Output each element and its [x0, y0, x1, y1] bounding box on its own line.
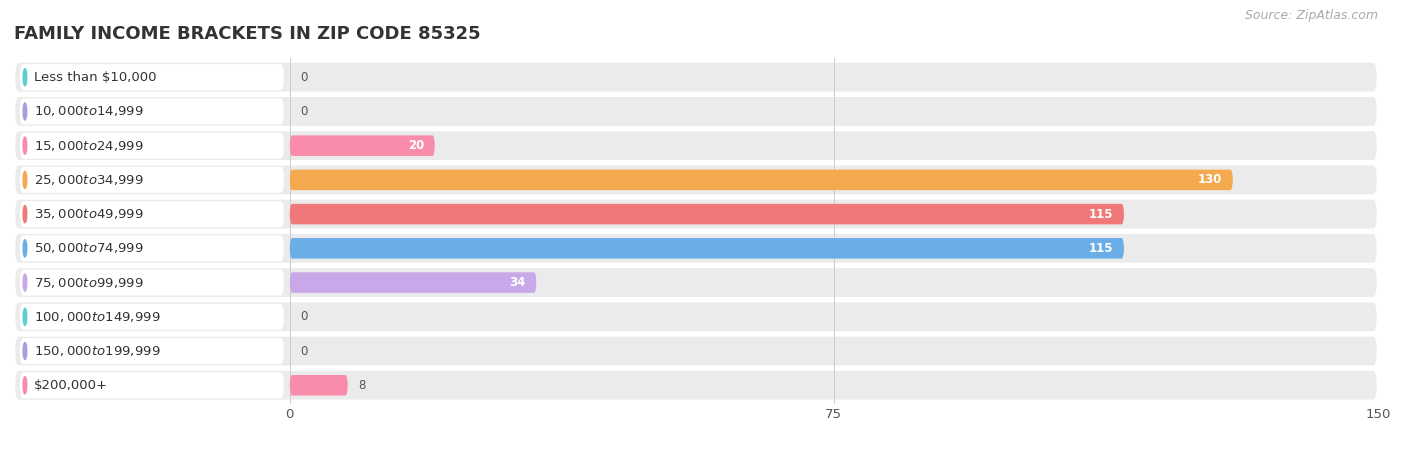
- FancyBboxPatch shape: [290, 272, 536, 293]
- FancyBboxPatch shape: [20, 304, 284, 330]
- FancyBboxPatch shape: [20, 235, 284, 261]
- Circle shape: [22, 103, 27, 120]
- FancyBboxPatch shape: [20, 64, 284, 90]
- FancyBboxPatch shape: [15, 268, 1376, 297]
- Text: $15,000 to $24,999: $15,000 to $24,999: [34, 139, 143, 153]
- FancyBboxPatch shape: [20, 269, 284, 295]
- Circle shape: [22, 240, 27, 257]
- Text: $35,000 to $49,999: $35,000 to $49,999: [34, 207, 143, 221]
- FancyBboxPatch shape: [15, 166, 1376, 194]
- Text: Source: ZipAtlas.com: Source: ZipAtlas.com: [1244, 9, 1378, 22]
- Circle shape: [22, 69, 27, 86]
- FancyBboxPatch shape: [15, 200, 1376, 229]
- Text: 115: 115: [1088, 242, 1114, 255]
- FancyBboxPatch shape: [290, 170, 1233, 190]
- Circle shape: [22, 343, 27, 360]
- Text: 0: 0: [301, 344, 308, 357]
- Circle shape: [22, 172, 27, 189]
- FancyBboxPatch shape: [290, 375, 347, 396]
- FancyBboxPatch shape: [15, 63, 1376, 92]
- Text: 0: 0: [301, 105, 308, 118]
- FancyBboxPatch shape: [15, 371, 1376, 400]
- FancyBboxPatch shape: [20, 372, 284, 398]
- FancyBboxPatch shape: [290, 204, 1123, 224]
- Text: 115: 115: [1088, 207, 1114, 220]
- Text: $200,000+: $200,000+: [34, 379, 108, 392]
- Text: 0: 0: [301, 310, 308, 323]
- Text: 0: 0: [301, 70, 308, 84]
- FancyBboxPatch shape: [20, 132, 284, 158]
- FancyBboxPatch shape: [290, 136, 434, 156]
- Text: 20: 20: [408, 139, 425, 152]
- Text: 34: 34: [509, 276, 526, 289]
- Text: $50,000 to $74,999: $50,000 to $74,999: [34, 242, 143, 255]
- FancyBboxPatch shape: [290, 238, 1123, 259]
- FancyBboxPatch shape: [15, 97, 1376, 126]
- FancyBboxPatch shape: [15, 303, 1376, 331]
- Text: $10,000 to $14,999: $10,000 to $14,999: [34, 105, 143, 119]
- FancyBboxPatch shape: [20, 167, 284, 193]
- Text: 8: 8: [359, 379, 366, 392]
- Text: FAMILY INCOME BRACKETS IN ZIP CODE 85325: FAMILY INCOME BRACKETS IN ZIP CODE 85325: [14, 25, 481, 43]
- Text: $25,000 to $34,999: $25,000 to $34,999: [34, 173, 143, 187]
- Text: $150,000 to $199,999: $150,000 to $199,999: [34, 344, 160, 358]
- FancyBboxPatch shape: [15, 131, 1376, 160]
- FancyBboxPatch shape: [15, 234, 1376, 263]
- Circle shape: [22, 377, 27, 394]
- Circle shape: [22, 308, 27, 326]
- FancyBboxPatch shape: [20, 338, 284, 364]
- FancyBboxPatch shape: [15, 337, 1376, 365]
- Text: 130: 130: [1198, 173, 1222, 186]
- Text: $75,000 to $99,999: $75,000 to $99,999: [34, 276, 143, 290]
- Circle shape: [22, 274, 27, 291]
- Circle shape: [22, 137, 27, 154]
- Circle shape: [22, 206, 27, 223]
- FancyBboxPatch shape: [20, 98, 284, 124]
- FancyBboxPatch shape: [20, 201, 284, 227]
- Text: $100,000 to $149,999: $100,000 to $149,999: [34, 310, 160, 324]
- Text: Less than $10,000: Less than $10,000: [34, 70, 156, 84]
